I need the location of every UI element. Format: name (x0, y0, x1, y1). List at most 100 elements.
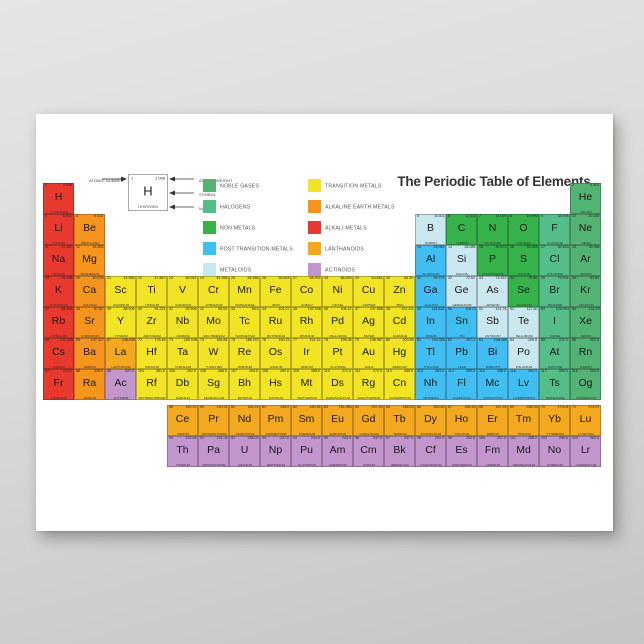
element-symbol: Tl (426, 346, 435, 359)
element-f: 9 18.998 F FLUORINE (539, 214, 570, 245)
element-name: ANTIMONY (484, 334, 501, 338)
element-symbol: Na (51, 253, 66, 266)
atomic-weight: 162.50 (433, 405, 445, 410)
element-name: GADOLINIUM (358, 432, 379, 436)
legend-item-lanthanoid: LANTHANOIDS (308, 238, 445, 259)
atomic-number: 83 (478, 338, 483, 343)
element-nb: 41 92.906 Nb NIOBIUM (167, 307, 198, 338)
atomic-number: 72 (137, 338, 142, 343)
atomic-number: 57 (106, 338, 111, 343)
element-symbol: Dy (424, 413, 437, 426)
atomic-number: 77 (292, 338, 297, 343)
legend-label: POST TRANSITION METALS (220, 245, 293, 252)
element-mn: 25 54.938 Mn MANGANESE (229, 276, 260, 307)
element-symbol: K (54, 284, 63, 297)
element-symbol: Fr (53, 377, 64, 390)
element-name: POTASSIUM (49, 303, 68, 307)
element-name: EINSTEINIUM (451, 463, 472, 467)
atomic-number: 87 (44, 369, 49, 374)
element-name: CHLORINE (546, 272, 563, 276)
element-symbol: Ra (82, 377, 97, 390)
element-hg: 80 200.59 Hg MERCURY (384, 338, 415, 369)
element-name: URANIUM (237, 463, 252, 467)
element-al: 13 26.982 Al ALUMINIUM (415, 245, 446, 276)
element-name: SILVER (363, 334, 374, 338)
atomic-weight: 121.76 (495, 307, 507, 312)
element-symbol: V (178, 284, 187, 297)
key-example-cell: 1 1.008 H HYDROGEN (128, 174, 168, 211)
atomic-number: 39 (106, 307, 111, 312)
element-symbol: Mg (82, 253, 97, 266)
atomic-number: 17 (540, 245, 545, 250)
element-re: 75 186.207 Re RHENIUM (229, 338, 260, 369)
atomic-number: 109 (292, 369, 299, 374)
atomic-weight: 158.93 (402, 405, 414, 410)
atomic-number: 61 (261, 405, 266, 410)
element-name: MAGNESIUM (80, 272, 99, 276)
element-name: PROMETHIUM (265, 432, 286, 436)
atomic-weight: 30.974 (495, 245, 507, 250)
element-ti: 22 47.867 Ti TITANIUM (136, 276, 167, 307)
element-ge: 32 72.61 Ge GERMANIUM (446, 276, 477, 307)
element-y: 39 88.906 Y YTTRIUM (105, 307, 136, 338)
element-name: IODINE (549, 334, 560, 338)
element-name: PALLADIUM (328, 334, 347, 338)
element-at: 85 210.0 At ASTATINE (539, 338, 570, 369)
atomic-weight: 294.0 (559, 369, 569, 374)
atomic-weight: 28.086 (464, 245, 476, 250)
legend-swatch-lanthanoid (308, 242, 321, 255)
element-os: 76 190.23 Os OSMIUM (260, 338, 291, 369)
atomic-weight: 98.0 (251, 307, 259, 312)
atomic-number: 2 (571, 183, 574, 188)
atomic-weight: 6.941 (63, 214, 73, 219)
element-name: IRON (271, 303, 280, 307)
legend-item-alkaline: ALKALINE EARTH METALS (308, 196, 445, 217)
atomic-weight: 157.25 (371, 405, 383, 410)
element-zn: 30 65.39 Zn ZINC (384, 276, 415, 307)
atomic-weight: 114.818 (431, 307, 445, 312)
element-symbol: Nb (175, 315, 190, 328)
element-symbol: Rn (578, 346, 593, 359)
element-n: 7 14.007 N NITROGEN (477, 214, 508, 245)
element-tc: 43 98.0 Tc TECHNETIUM (229, 307, 260, 338)
element-name: ERBIUM (486, 432, 499, 436)
element-symbol: Mo (206, 315, 221, 328)
element-symbol: P (488, 253, 497, 266)
element-name: GALLIUM (423, 303, 438, 307)
element-es: 99 252.0 Es EINSTEINIUM (446, 436, 477, 467)
element-i: 53 126.904 I IODINE (539, 307, 570, 338)
atomic-weight: 106.42 (340, 307, 352, 312)
element-name: CADMIUM (392, 334, 407, 338)
atomic-weight: 288.0 (497, 369, 507, 374)
legend-swatch-transition (308, 179, 321, 192)
element-symbol: Ti (147, 284, 156, 297)
element-name: SELENIUM (515, 303, 532, 307)
atomic-weight: 257.0 (497, 436, 507, 441)
element-symbol: Sc (114, 284, 127, 297)
atomic-weight: 83.80 (590, 276, 600, 281)
element-name: HOLMIUM (454, 432, 469, 436)
element-ga: 31 69.723 Ga GALLIUM (415, 276, 446, 307)
atomic-weight: 118.71 (464, 307, 476, 312)
element-symbol: Al (425, 253, 436, 266)
atomic-weight: 15.999 (526, 214, 538, 219)
element-symbol: Mt (300, 377, 313, 390)
atomic-number: 25 (230, 276, 235, 281)
legend-col-left: NOBLE GASES HALOGENS NON METALS POST TRANSI… (203, 175, 346, 280)
atomic-weight: 292.0 (528, 369, 538, 374)
element-symbol: Lr (580, 444, 591, 457)
element-symbol: Y (116, 315, 125, 328)
element-cs: 55 132.905 Cs CESIUM (43, 338, 74, 369)
atomic-weight: 85.468 (61, 307, 73, 312)
atomic-weight: 112.411 (401, 307, 414, 312)
element-symbol: Tm (515, 413, 532, 426)
legend-item-alkali: ALKALI METALS (308, 217, 445, 238)
atomic-number: 54 (571, 307, 576, 312)
element-tl: 81 204.383 Tl THALLIUM (415, 338, 446, 369)
atomic-number: 6 (447, 214, 450, 219)
atomic-number: 7 (478, 214, 481, 219)
element-lv: 116 292.0 Lv LIVERMORIUM (508, 369, 539, 400)
element-name: PLUTONIUM (297, 463, 316, 467)
atomic-weight: 247.0 (404, 436, 414, 441)
